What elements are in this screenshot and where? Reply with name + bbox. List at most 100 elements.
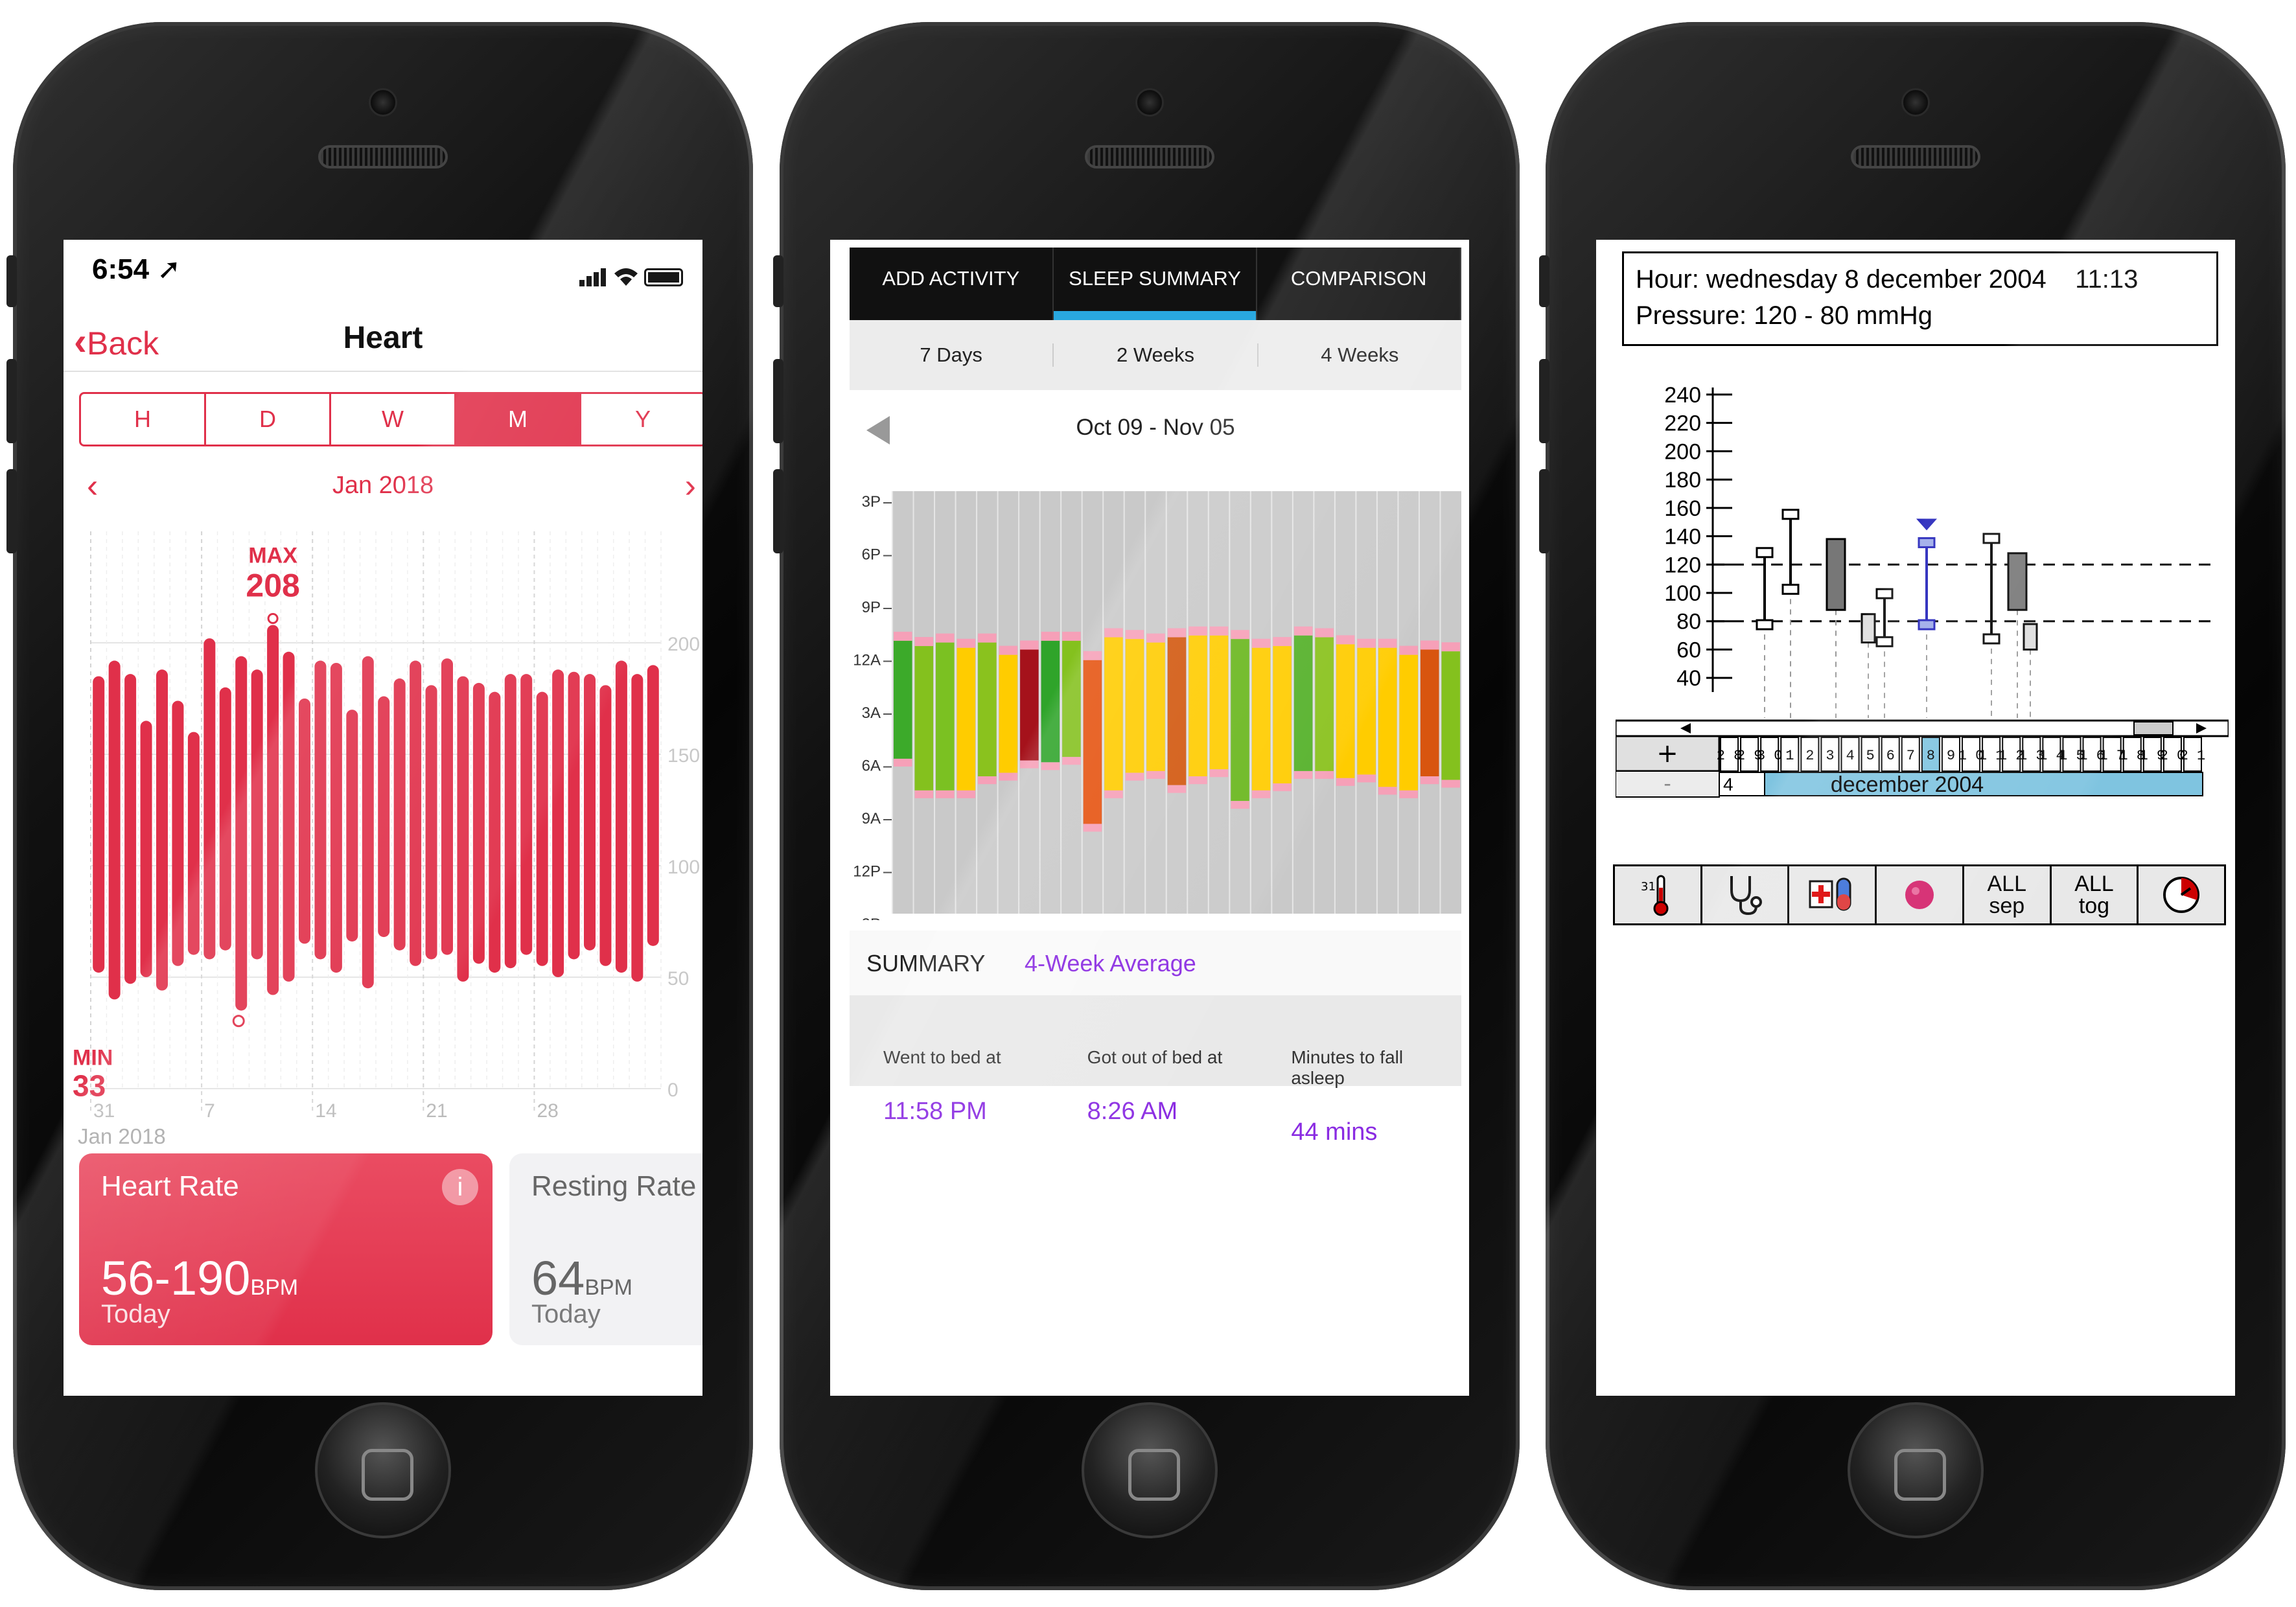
heart-rate-bar: [251, 669, 263, 960]
summary-average-link[interactable]: 4-Week Average: [1025, 950, 1196, 977]
heart-icon[interactable]: [1877, 866, 1964, 923]
awake-before-segment: [1293, 626, 1313, 636]
earpiece-speaker: [1085, 145, 1214, 168]
stethoscope-icon[interactable]: [1702, 866, 1790, 923]
awake-after-segment: [1251, 790, 1271, 798]
stat-fall-asleep: Minutes to fall asleep 44 mins: [1291, 1047, 1404, 1146]
sleep-bar: [1273, 646, 1292, 783]
day-number: 7: [1907, 748, 1915, 764]
awake-after-segment: [1062, 757, 1081, 765]
resting-rate-card[interactable]: Resting Rate 64BPM Today: [509, 1153, 702, 1345]
awake-after-segment: [1293, 770, 1313, 779]
medicine-icon[interactable]: [1789, 866, 1877, 923]
volume-down-button: [1539, 469, 1549, 553]
sleep-bar: [1399, 654, 1418, 791]
diastolic-marker: [1781, 583, 1800, 595]
sleep-bar: [1083, 660, 1102, 824]
awake-before-segment: [1104, 628, 1123, 638]
range-7-days[interactable]: 7 Days: [920, 343, 982, 366]
range-4-weeks[interactable]: 4 Weeks: [1321, 343, 1399, 366]
segment-m[interactable]: M: [456, 394, 581, 445]
heart-rate-bar: [425, 685, 437, 960]
day-number: 1 3: [2019, 748, 2045, 764]
heart-rate-bar: [552, 669, 564, 977]
heart-rate-bar: [235, 656, 248, 1011]
volume-up-button: [6, 359, 17, 443]
heart-rate-bar: [568, 671, 580, 960]
chevron-right-icon[interactable]: ›: [684, 467, 696, 505]
sleep-bar: [1231, 639, 1249, 802]
y-tick-label: 12A: [853, 652, 881, 669]
x-tick-label: 21: [426, 1100, 447, 1121]
pressure-box: [1861, 613, 1876, 643]
day-cell: [1941, 737, 1960, 772]
all-separate-button[interactable]: ALL sep: [1964, 866, 2052, 923]
sleep-bar: [1189, 635, 1207, 777]
chevron-left-icon: ‹: [74, 319, 87, 363]
zoom-out-button: [1616, 770, 1720, 798]
awake-before-segment: [1209, 626, 1229, 636]
segment-w[interactable]: W: [331, 394, 456, 445]
segment-h[interactable]: H: [81, 394, 206, 445]
awake-before-segment: [1231, 630, 1249, 640]
heart-rate-bar: [203, 638, 216, 960]
systolic-marker: [1756, 547, 1774, 559]
sleep-bar: [1125, 639, 1144, 773]
heart-rate-bar: [599, 685, 612, 966]
segment-d[interactable]: D: [206, 394, 331, 445]
diastolic-marker: [1875, 636, 1894, 647]
y-tick-label: 140: [1664, 525, 1701, 549]
sleep-bar: [1041, 640, 1060, 763]
home-button[interactable]: [315, 1402, 451, 1538]
awake-before-segment: [999, 645, 1018, 655]
awake-before-segment: [1146, 633, 1165, 643]
y-tick-label: 240: [1664, 383, 1701, 408]
day-cell: [2163, 737, 2182, 772]
awake-after-segment: [1146, 770, 1165, 779]
awake-before-segment: [1315, 628, 1334, 638]
heart-rate-bar: [489, 691, 501, 973]
previous-arrow-icon[interactable]: [866, 416, 890, 445]
tab-sleep-summary[interactable]: SLEEP SUMMARY: [1053, 248, 1258, 320]
clock-icon[interactable]: [2139, 866, 2225, 923]
tab-comparison[interactable]: COMPARISON: [1257, 248, 1462, 320]
sleep-bar: [1167, 637, 1187, 785]
info-icon[interactable]: i: [442, 1169, 478, 1205]
day-number: 2: [1805, 748, 1814, 764]
thermometer-icon[interactable]: 31: [1615, 866, 1702, 923]
day-number: 1 5: [2059, 748, 2085, 764]
battery-icon: [644, 268, 683, 286]
range-2-weeks[interactable]: 2 Weeks: [1116, 343, 1195, 366]
awake-before-segment: [1189, 626, 1207, 636]
back-button[interactable]: ‹Back: [74, 319, 159, 364]
y-tick-label: 3P: [862, 493, 881, 511]
tab-add-activity[interactable]: ADD ACTIVITY: [850, 248, 1054, 320]
sleep-bar: [1293, 635, 1313, 771]
heart-rate-bar: [472, 682, 485, 964]
heart-rate-bar: [457, 676, 469, 982]
awake-after-segment: [1020, 760, 1039, 769]
chevron-left-icon[interactable]: ‹: [87, 467, 99, 505]
home-button[interactable]: [1082, 1402, 1218, 1538]
heart-rate-bar: [314, 660, 327, 960]
all-together-button[interactable]: ALL tog: [2051, 866, 2139, 923]
diastolic-marker: [1918, 619, 1936, 630]
y-tick-label: 9P: [862, 599, 881, 616]
signal-icon: [579, 254, 608, 286]
y-tick-label: 6A: [862, 757, 881, 775]
home-button[interactable]: [1848, 1402, 1984, 1538]
day-number: 2 8: [1717, 748, 1743, 764]
x-tick-label: 7: [204, 1100, 215, 1121]
awake-after-segment: [1167, 785, 1187, 793]
segment-y[interactable]: Y: [634, 406, 651, 432]
sleep-chart: 3P 6P 9P 12A 3A 6A 9A 12P 3P: [853, 491, 1461, 920]
previous-month-label: 4: [1723, 774, 1734, 794]
sleep-bar: [1104, 637, 1123, 791]
card-subtitle: Today: [101, 1300, 170, 1328]
heart-rate-card[interactable]: Heart Rate i 56-190BPM Today: [79, 1153, 493, 1345]
timeline-scrollbar: [1616, 719, 2229, 737]
awake-after-segment: [1273, 783, 1292, 791]
divider: [1052, 343, 1054, 367]
